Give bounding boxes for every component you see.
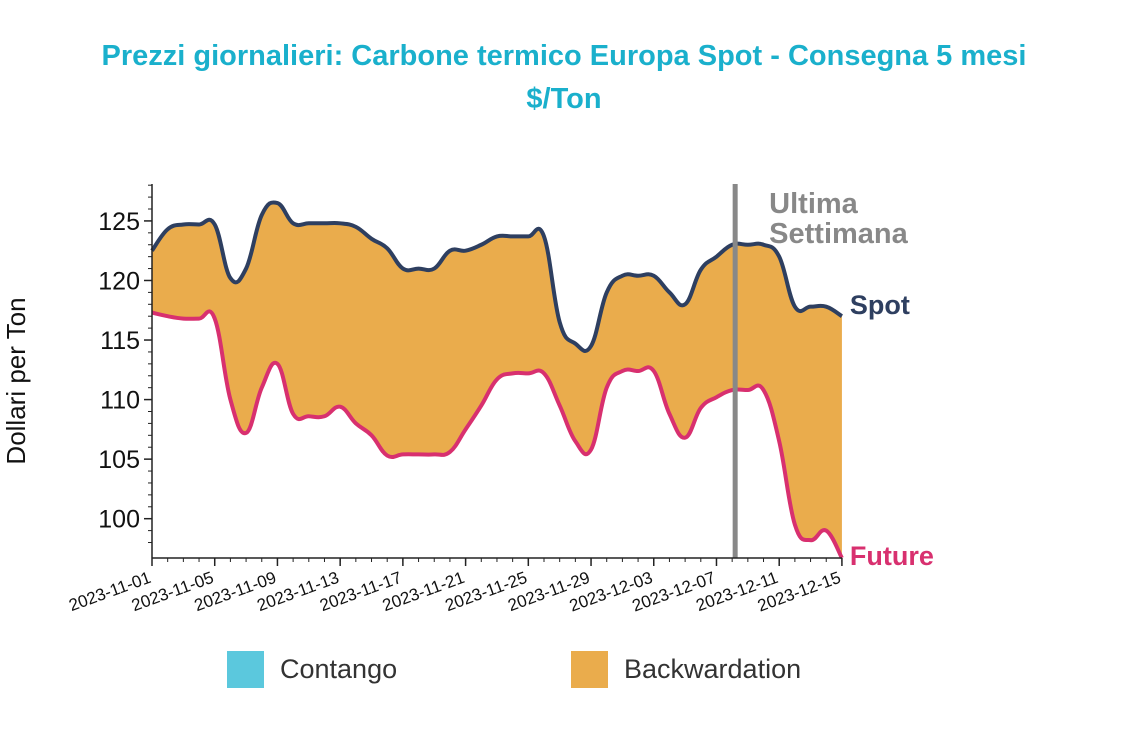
y-tick-label: 120 [98,267,140,295]
chart-subtitle: $/Ton [526,83,602,115]
contango-swatch [227,650,264,688]
y-tick-label: 125 [98,208,140,236]
legend-backwardation-label: Backwardation [624,653,802,684]
legend-backwardation: Backwardation [571,650,801,688]
y-axis-label: Dollari per Ton [1,297,31,464]
spot-series-label: Spot [850,290,910,320]
legend-contango: Contango [227,650,397,688]
y-tick-label: 100 [98,506,140,534]
marker-label-line1: Ultima [769,188,859,220]
marker-label-line2: Settimana [769,218,908,250]
spot-line [150,200,844,353]
future-series-label: Future [850,541,934,571]
backwardation-area [152,202,842,559]
y-tick-label: 110 [100,387,140,415]
y-tick-label: 105 [98,446,140,474]
future-line [151,309,844,559]
legend-contango-label: Contango [280,653,398,684]
chart-title: Prezzi giornalieri: Carbone termico Euro… [101,40,1027,72]
y-tick-label: 115 [100,327,140,355]
backwardation-swatch [571,650,608,688]
